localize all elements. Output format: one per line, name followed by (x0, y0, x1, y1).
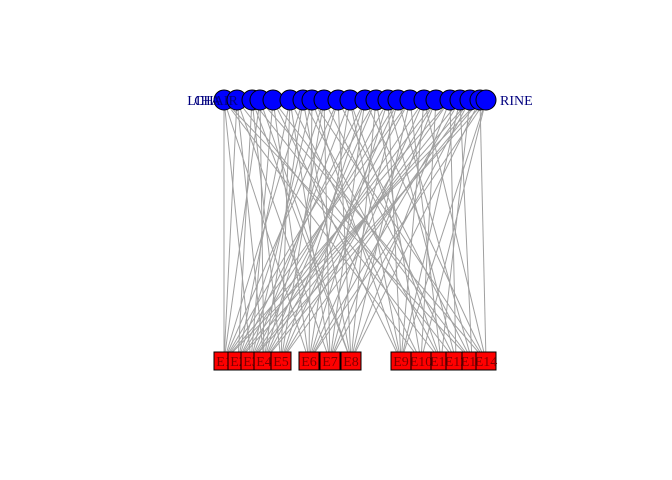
edge-line (272, 99, 310, 362)
edge-line (223, 99, 451, 362)
edge-line (329, 99, 437, 362)
bottom-node-square[interactable] (298, 351, 320, 371)
edge-line (237, 99, 366, 362)
edge-line (329, 99, 366, 362)
edge-line (280, 99, 437, 362)
edge-line (280, 99, 471, 362)
edge-line (237, 99, 253, 362)
bottom-node[interactable]: E9 (390, 351, 412, 371)
edge-line (223, 99, 339, 362)
edge-line (350, 99, 481, 362)
edge-line (459, 99, 473, 362)
edge-line (400, 99, 461, 362)
edge-line (308, 99, 487, 362)
edge-line (308, 99, 425, 362)
edge-line (223, 99, 481, 362)
edge-line (337, 99, 352, 362)
bottom-node[interactable]: E5 (270, 351, 292, 371)
bottom-node[interactable]: E6 (298, 351, 320, 371)
edge-line (329, 99, 399, 362)
edge-line (237, 99, 471, 362)
edge-line (337, 99, 473, 362)
bottom-node-label: E14 (475, 355, 498, 370)
bottom-node-label: E5 (273, 355, 289, 370)
edge-line (223, 99, 377, 362)
edge-line (400, 99, 425, 362)
edge-line (223, 99, 411, 362)
edge-line (308, 99, 351, 362)
edge-line (387, 99, 457, 362)
bottom-node-label: E9 (393, 355, 409, 370)
bottom-node-label: E7 (322, 355, 338, 370)
edge-line (479, 99, 487, 362)
edges-layer (223, 99, 487, 362)
bottom-node[interactable]: E7 (319, 351, 341, 371)
edge-line (387, 99, 402, 362)
edge-line (223, 99, 238, 362)
top-node-label: LIHA (187, 94, 221, 109)
top-node-label: CHAIR (194, 94, 238, 109)
edge-line (308, 99, 461, 362)
bottom-node[interactable]: E4 (253, 351, 275, 371)
edge-line (237, 99, 399, 362)
edge-line (350, 99, 411, 362)
edge-line (375, 99, 422, 362)
edge-line (250, 99, 461, 362)
top-node-circle[interactable] (475, 89, 497, 111)
edge-line (323, 99, 331, 362)
bottom-node[interactable]: E10 (410, 351, 433, 371)
bottom-node-label: E10 (410, 355, 433, 370)
bottom-node-square[interactable] (319, 351, 341, 371)
bottom-node[interactable]: E14 (475, 351, 498, 371)
top-node-label: RINE (500, 94, 533, 109)
edge-line (323, 99, 457, 362)
edge-line (223, 99, 261, 362)
edge-line (250, 99, 389, 362)
edge-line (308, 99, 313, 362)
bottom-node-square[interactable] (270, 351, 292, 371)
edge-line (329, 99, 471, 362)
edge-line (409, 99, 442, 362)
bottom-node-label: E8 (343, 355, 359, 370)
edge-line (263, 99, 481, 362)
bottom-node-label: E4 (256, 355, 272, 370)
top-node[interactable] (475, 89, 497, 111)
edge-line (400, 99, 487, 362)
edge-line (440, 99, 471, 362)
bottom-node-label: E6 (301, 355, 317, 370)
edge-line (420, 99, 487, 362)
bottom-node-square[interactable] (475, 351, 497, 371)
bottom-node-square[interactable] (340, 351, 362, 371)
edge-line (308, 99, 389, 362)
bottom-node[interactable]: E8 (340, 351, 362, 371)
edge-line (263, 99, 451, 362)
edge-line (223, 99, 304, 362)
edge-line (250, 99, 487, 362)
